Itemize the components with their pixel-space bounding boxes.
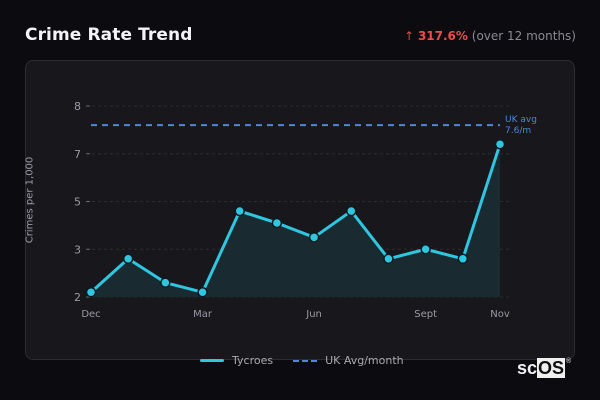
chart-legend: Tycroes UK Avg/month [200, 354, 424, 367]
data-point-jan[interactable] [122, 253, 134, 265]
data-point-jul[interactable] [346, 205, 357, 217]
area-fill [91, 144, 500, 297]
x-tick-label: Jun [305, 309, 322, 320]
legend-label: Tycroes [232, 354, 274, 367]
solid-line-swatch-icon [200, 359, 224, 362]
logo-boxed-text: OS [537, 358, 566, 378]
growth-percent: 317.6% [417, 29, 468, 43]
data-point-dec[interactable] [85, 286, 97, 298]
y-tick-label: 8 [74, 100, 81, 113]
x-tick-label: Mar [193, 309, 213, 320]
x-tick-label: Nov [490, 309, 510, 320]
uk-average-annotation: 7.6/m [505, 126, 531, 136]
data-point-aug[interactable] [383, 253, 394, 265]
growth-period: (over 12 months) [471, 29, 576, 43]
y-axis-label: Crimes per 1,000 [24, 156, 36, 244]
y-tick-label: 2 [74, 291, 81, 304]
data-point-oct[interactable] [457, 253, 469, 265]
legend-label: UK Avg/month [325, 354, 404, 367]
data-point-feb[interactable] [160, 277, 171, 288]
y-tick-label: 3 [74, 243, 81, 256]
legend-item-tycroes[interactable]: Tycroes [200, 354, 273, 367]
data-point-apr[interactable] [234, 205, 245, 217]
data-point-may[interactable] [271, 217, 283, 229]
growth-indicator: ↑ 317.6% (over 12 months) [404, 29, 576, 43]
series-line [89, 143, 502, 294]
y-tick-label: 7 [74, 148, 81, 161]
data-point-sept[interactable] [420, 244, 431, 255]
uk-average-annotation: UK avg [505, 115, 537, 125]
logo-text: sc [517, 358, 538, 378]
registered-mark: ® [566, 358, 572, 365]
brand-logo: scOS ® [517, 358, 571, 379]
x-tick-label: Sept [414, 309, 437, 320]
legend-item-uk-avg[interactable]: UK Avg/month [293, 354, 404, 367]
data-point-nov[interactable] [494, 138, 506, 150]
page-title: Crime Rate Trend [25, 25, 193, 45]
dashed-line-swatch-icon [293, 359, 318, 362]
arrow-up-icon: ↑ [404, 29, 415, 43]
data-point-mar[interactable] [197, 286, 208, 298]
data-point-jun[interactable] [308, 232, 320, 243]
x-tick-label: Dec [81, 309, 100, 320]
y-tick-label: 5 [74, 196, 81, 209]
